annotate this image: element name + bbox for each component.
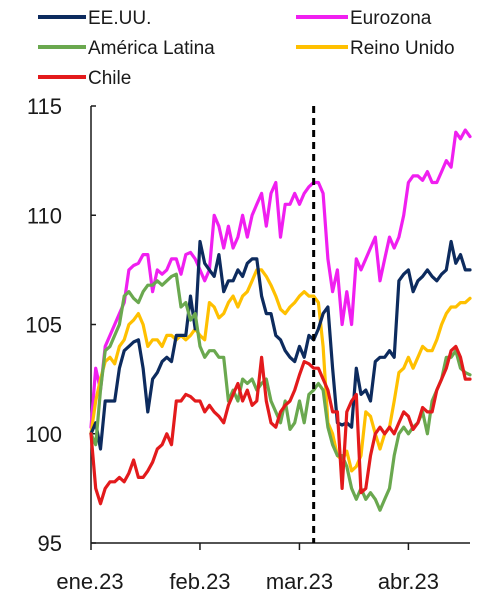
legend-item-uk: Reino Unido <box>296 38 455 59</box>
legend-item-us: EE.UU. <box>38 8 151 29</box>
series-line-ee-uu- <box>89 239 472 451</box>
legend-label-us: EE.UU. <box>88 8 151 29</box>
y-tick-label: 100 <box>25 422 62 447</box>
x-tick-label: abr.23 <box>378 569 439 594</box>
legend-item-chile: Chile <box>38 68 131 89</box>
legend-label-eurozone: Eurozona <box>350 8 432 29</box>
series-line-reino-unido <box>89 268 472 473</box>
series-line-chile <box>89 344 472 506</box>
y-tick-label: 115 <box>27 94 62 119</box>
x-axis: feb.23 mar.23 abr.23 ene.23 <box>56 542 470 594</box>
x-tick-label: feb.23 <box>169 569 230 594</box>
x-tick-label: mar.23 <box>266 569 333 594</box>
legend: EE.UU. Eurozona América Latina Reino Uni… <box>38 8 455 89</box>
y-axis: 95 100 105 110 115 <box>25 94 96 556</box>
series-line-am-rica-latina <box>89 272 472 512</box>
y-tick-label: 105 <box>25 313 62 338</box>
y-tick-label: 110 <box>27 203 62 228</box>
series-layer <box>89 128 472 512</box>
y-tick-label: 95 <box>38 531 62 556</box>
x-tick-label: ene.23 <box>56 569 123 594</box>
legend-item-eurozone: Eurozona <box>296 8 432 29</box>
legend-label-latam: América Latina <box>88 38 215 59</box>
legend-item-latam: América Latina <box>38 38 215 59</box>
legend-label-chile: Chile <box>88 68 131 89</box>
series-line-eurozona <box>89 128 472 429</box>
legend-label-uk: Reino Unido <box>350 38 455 59</box>
